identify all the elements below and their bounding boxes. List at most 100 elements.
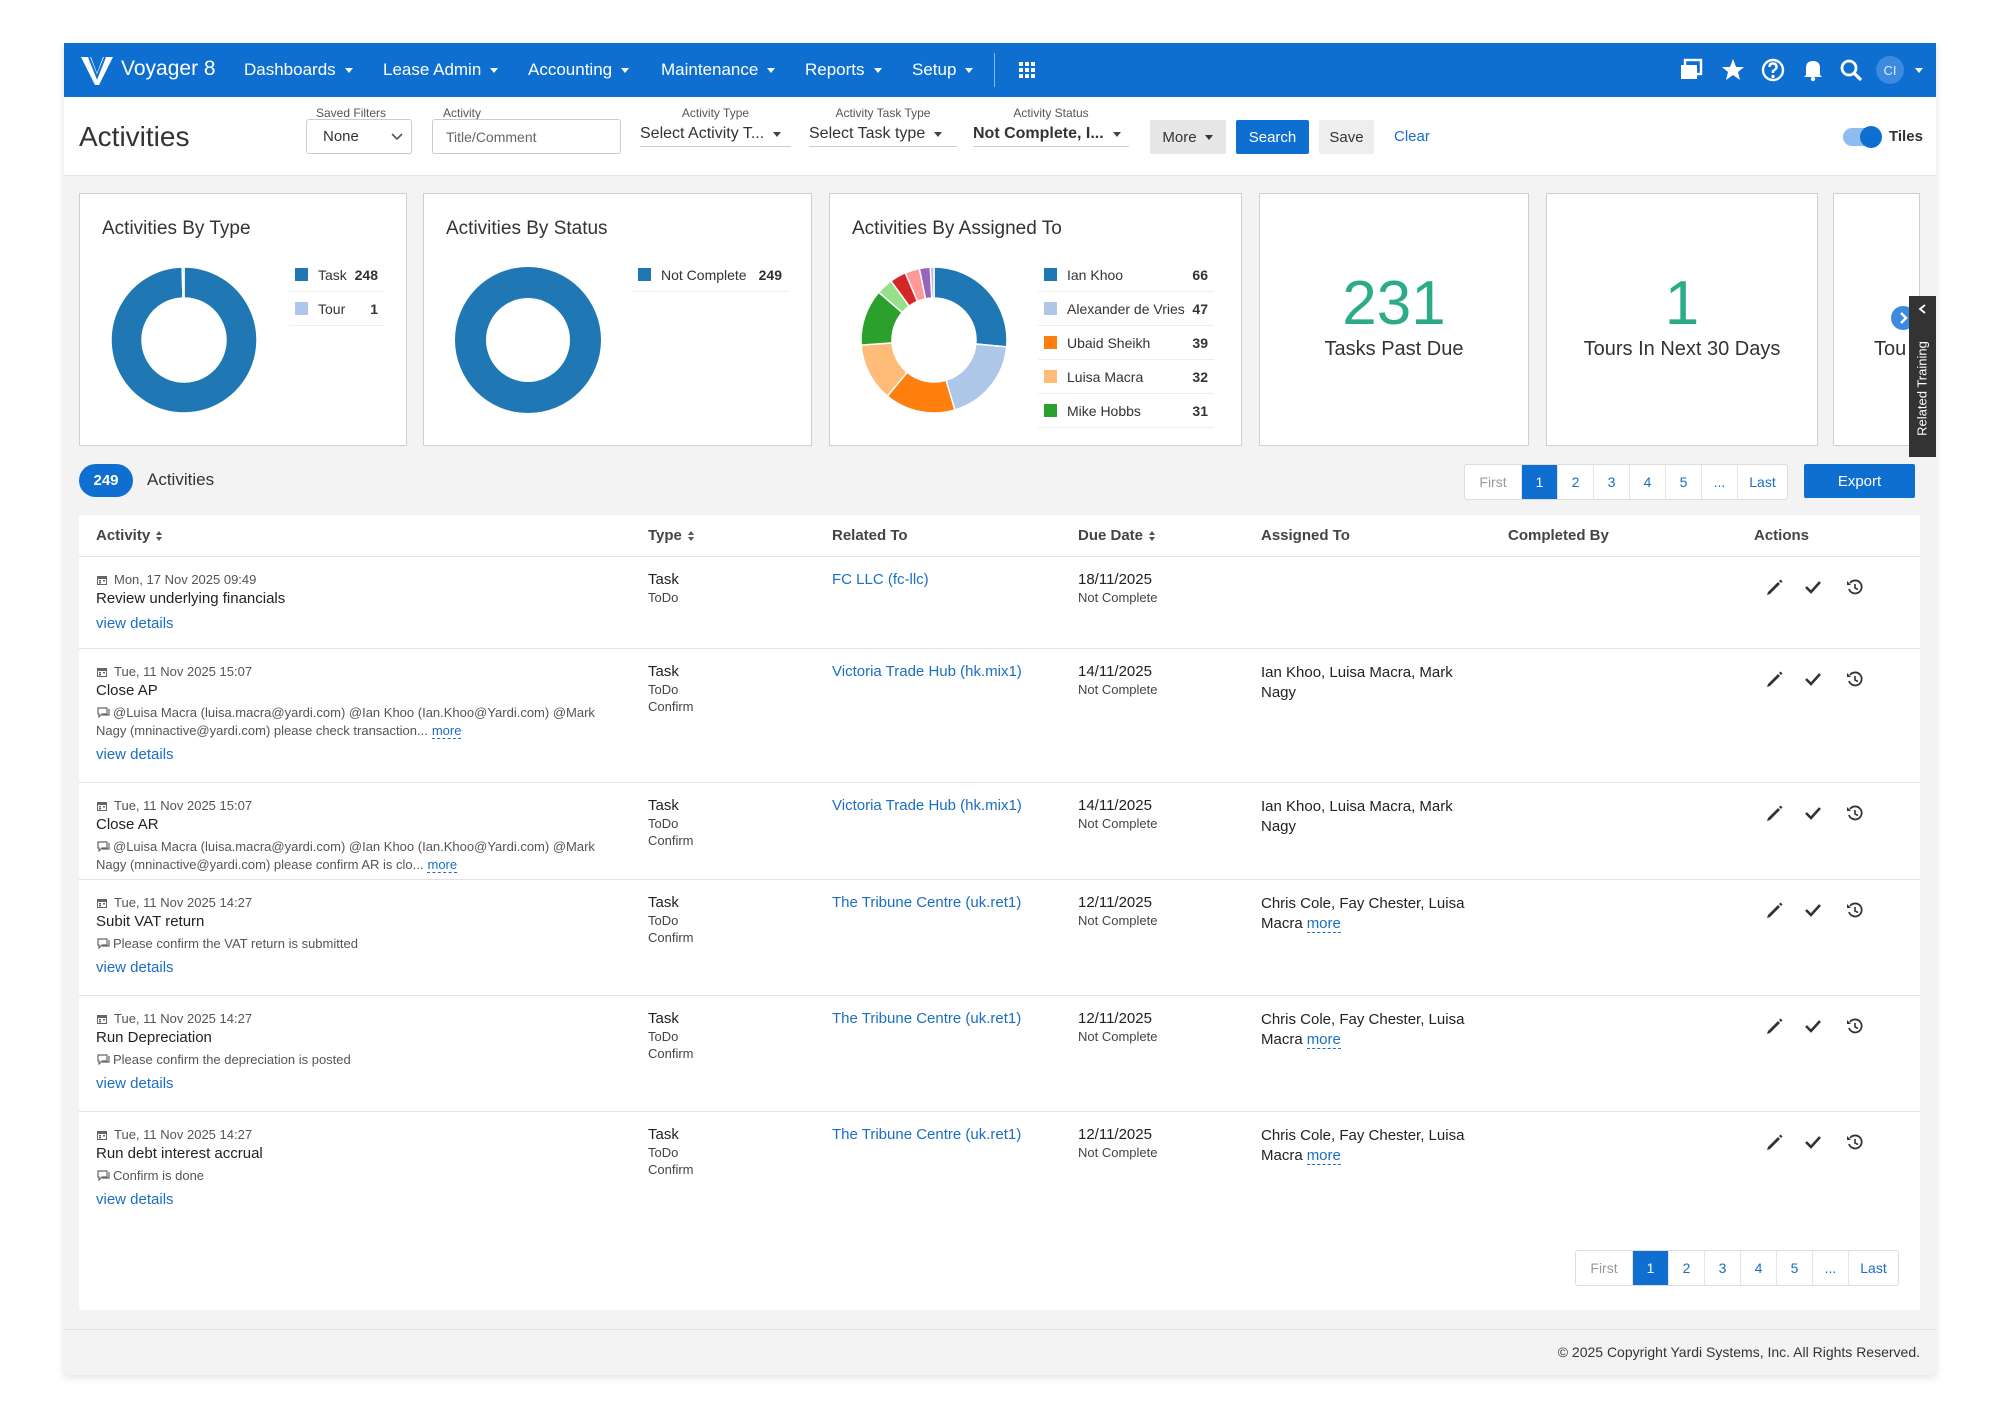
page-link[interactable]: Last (1737, 465, 1787, 499)
help-icon[interactable] (1761, 58, 1785, 82)
search-icon[interactable] (1839, 58, 1863, 82)
activity-input[interactable]: Title/Comment (432, 119, 621, 154)
filter-dropdown[interactable]: Select Task type (809, 122, 957, 147)
edit-action-part (1779, 805, 1783, 809)
page-link[interactable]: 2 (1557, 465, 1593, 499)
view-details-link[interactable]: view details (96, 746, 174, 763)
search-button[interactable]: Search (1236, 120, 1309, 154)
page-link[interactable]: 1 (1632, 1251, 1668, 1285)
history-action[interactable] (1845, 1132, 1865, 1152)
kpi-label: Tou (1874, 338, 1907, 360)
page-link[interactable]: 3 (1704, 1251, 1740, 1285)
export-button[interactable]: Export (1804, 464, 1915, 498)
related-link[interactable]: The Tribune Centre (uk.ret1) (832, 1010, 1022, 1027)
calendar-icon-part (98, 579, 106, 584)
page-link[interactable]: 1 (1521, 465, 1557, 499)
history-action-part (1848, 902, 1863, 918)
page-link[interactable]: ... (1701, 465, 1737, 499)
clear-link[interactable]: Clear (1394, 128, 1430, 145)
complete-action[interactable] (1803, 1016, 1823, 1036)
edit-action[interactable] (1764, 577, 1784, 597)
page-link[interactable]: 4 (1629, 465, 1665, 499)
user-avatar[interactable]: CI (1876, 56, 1904, 84)
page-link[interactable]: First (1479, 474, 1507, 490)
apps-grid[interactable] (1019, 62, 1037, 80)
page-link[interactable]: 5 (1665, 465, 1701, 499)
saved-filter-select[interactable]: None (306, 119, 412, 154)
column-header[interactable]: Activity (96, 515, 163, 556)
edit-action[interactable] (1764, 900, 1784, 920)
assigned-more-link[interactable]: more (1306, 915, 1341, 933)
comment-more-link[interactable]: more (427, 857, 458, 873)
nav-menu[interactable]: Reports (805, 60, 883, 80)
nav-menu[interactable]: Lease Admin (383, 60, 499, 80)
history-action[interactable] (1845, 803, 1865, 823)
comment-more-link[interactable]: more (431, 723, 462, 739)
related-link[interactable]: The Tribune Centre (uk.ret1) (832, 894, 1022, 911)
windows-icon[interactable] (1679, 58, 1703, 82)
page-link[interactable]: 5 (1776, 1251, 1812, 1285)
page-link[interactable]: 4 (1740, 1251, 1776, 1285)
column-header[interactable]: Due Date (1078, 515, 1156, 556)
related-link[interactable]: FC LLC (fc-llc) (832, 571, 929, 588)
complete-action[interactable] (1803, 900, 1823, 920)
related-link[interactable]: Victoria Trade Hub (hk.mix1) (832, 663, 1022, 680)
nav-menu[interactable]: Dashboards (244, 60, 354, 80)
assigned-more-link[interactable]: more (1306, 1031, 1341, 1049)
legend-value: 66 (1192, 266, 1208, 283)
history-action-part (1854, 810, 1859, 817)
assigned-more-link[interactable]: more (1306, 1147, 1341, 1165)
complete-action[interactable] (1803, 803, 1823, 823)
activity-comment: @Luisa Macra (luisa.macra@yardi.com) @Ia… (96, 838, 596, 874)
history-action[interactable] (1845, 669, 1865, 689)
complete-action[interactable] (1803, 1132, 1823, 1152)
nav-menu[interactable]: Accounting (528, 60, 630, 80)
logo-part (81, 57, 113, 85)
donut-segment (181, 266, 185, 299)
nav-menu[interactable]: Maintenance (661, 60, 776, 80)
activity-cell: Tue, 11 Nov 2025 15:07 Close AP @Luisa Mac… (96, 663, 596, 765)
page-link[interactable]: ... (1812, 1251, 1848, 1285)
legend-swatch (1044, 404, 1057, 417)
edit-action[interactable] (1764, 669, 1784, 689)
complete-action[interactable] (1803, 669, 1823, 689)
view-details-link[interactable]: view details (96, 1075, 174, 1092)
complete-action[interactable] (1803, 577, 1823, 597)
edit-action[interactable] (1764, 803, 1784, 823)
related-link[interactable]: Victoria Trade Hub (hk.mix1) (832, 797, 1022, 814)
page-link[interactable]: First (1590, 1260, 1618, 1276)
edit-action[interactable] (1764, 1132, 1784, 1152)
chevron-part (1900, 312, 1908, 324)
filter-dropdown[interactable]: Select Activity T... (640, 122, 791, 147)
save-button[interactable]: Save (1319, 120, 1374, 154)
related-link[interactable]: The Tribune Centre (uk.ret1) (832, 1126, 1022, 1143)
favorites-icon[interactable] (1721, 58, 1745, 82)
view-details-link[interactable]: view details (96, 959, 174, 976)
history-action[interactable] (1845, 577, 1865, 597)
column-header-label: Actions (1754, 527, 1810, 544)
view-details-link[interactable]: view details (96, 1191, 174, 1208)
due-cell: 12/11/2025 Not Complete (1078, 894, 1157, 929)
notifications-icon[interactable] (1801, 58, 1825, 82)
nav-menu[interactable]: Setup (912, 60, 974, 80)
page-link[interactable]: 2 (1668, 1251, 1704, 1285)
view-details-link[interactable]: view details (96, 615, 174, 632)
tile: 231 Tasks Past Due (1259, 193, 1529, 446)
history-action-part (1848, 1018, 1863, 1034)
tiles-toggle[interactable] (1843, 126, 1882, 148)
caret-part (934, 131, 943, 137)
more-button[interactable]: More (1150, 120, 1226, 154)
comment-icon (97, 938, 110, 950)
history-action[interactable] (1845, 1016, 1865, 1036)
edit-action[interactable] (1764, 1016, 1784, 1036)
related-training-tab[interactable]: Related Training (1909, 296, 1936, 457)
column-header[interactable]: Type (648, 515, 695, 556)
history-action[interactable] (1845, 900, 1865, 920)
filter-dropdown[interactable]: Not Complete, I... (973, 122, 1129, 147)
page-link[interactable]: 3 (1593, 465, 1629, 499)
column-header-label: Assigned To (1261, 527, 1350, 544)
activity-cell: Tue, 11 Nov 2025 14:27 Subit VAT return Pl… (96, 894, 596, 978)
activity-title: Subit VAT return (96, 913, 205, 930)
page-link[interactable]: Last (1848, 1251, 1898, 1285)
caret-part (1204, 134, 1213, 140)
